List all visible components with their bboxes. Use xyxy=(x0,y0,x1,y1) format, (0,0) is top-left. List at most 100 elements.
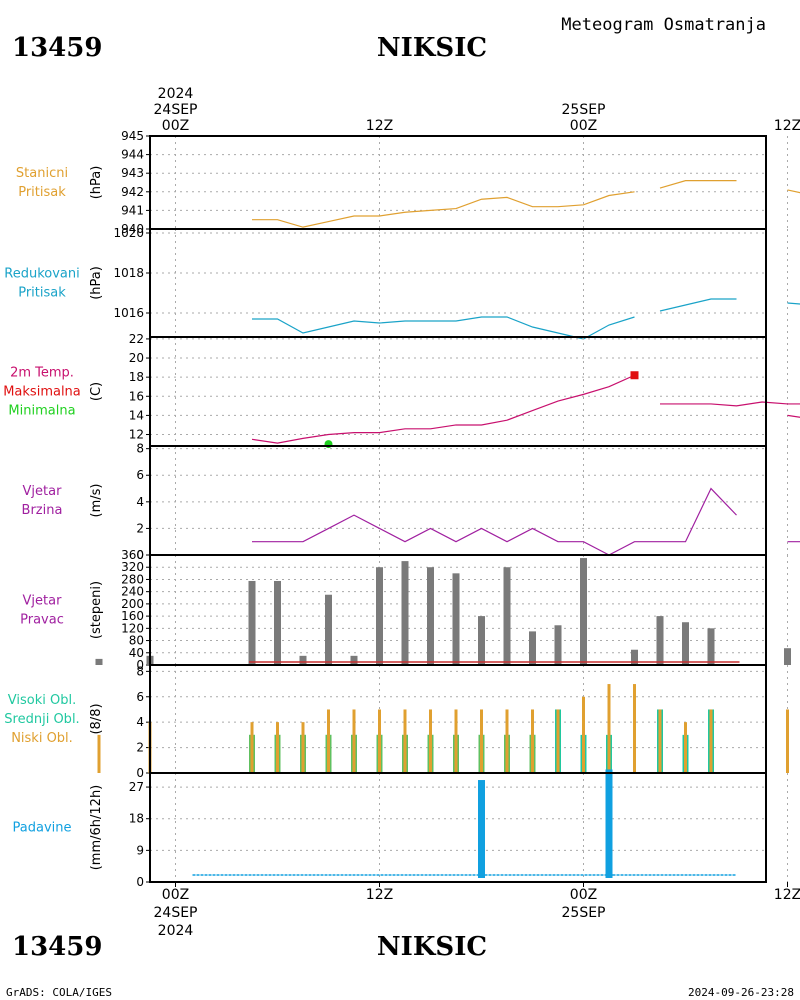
direction-bar xyxy=(274,580,281,665)
series-line xyxy=(252,487,737,556)
series-line xyxy=(787,541,800,543)
footer-credit: GrADS: COLA/IGES xyxy=(6,986,112,999)
y-tick-label: 280 xyxy=(121,572,144,586)
direction-bar xyxy=(631,649,638,665)
unit-label: (mm/6h/12h) xyxy=(89,785,104,871)
y-tick-label: 0 xyxy=(136,766,144,780)
panel-frame xyxy=(149,772,767,883)
panel-clouds: 0 2 4 6 8 Visoki Obl. Srednji Obl. Niski Obl. (8… xyxy=(4,664,789,780)
panel-precipitation: 0 9 18 27 Padavine (mm/6h/12h) xyxy=(13,769,788,889)
date-label-top: 25SEP xyxy=(562,102,606,118)
direction-bar xyxy=(325,594,332,665)
direction-bar xyxy=(95,658,103,665)
y-tick-label: 2 xyxy=(136,521,144,535)
panel-temperature: 12 14 16 18 20 22 2m Temp. Maksimalna Minimalna (… xyxy=(3,332,800,449)
panel-label: Vjetar xyxy=(23,594,63,609)
cloud-low-bar xyxy=(531,709,534,773)
y-tick-label: 945 xyxy=(121,129,144,143)
cloud-low-bar xyxy=(250,722,254,773)
cloud-low-bar xyxy=(786,709,789,773)
unit-label: (m/s) xyxy=(89,484,104,518)
time-tick-bottom: 12Z xyxy=(366,887,393,903)
cloud-low-bar xyxy=(658,709,662,773)
direction-bar xyxy=(248,580,256,665)
year-label-bottom: 2024 xyxy=(158,923,194,939)
precip-bar xyxy=(478,780,485,878)
y-tick-label: 1018 xyxy=(113,266,144,280)
station-id-top: 13459 xyxy=(12,33,102,63)
y-tick-label: 941 xyxy=(121,203,144,217)
panel-frame xyxy=(149,135,767,230)
y-tick-label: 16 xyxy=(129,389,144,403)
time-tick-top: 00Z xyxy=(162,118,189,134)
cloud-low-bar xyxy=(556,709,560,773)
panel-frame xyxy=(149,336,767,447)
cloud-low-bar xyxy=(480,709,483,773)
y-tick-label: 0 xyxy=(136,875,144,889)
cloud-low-bar xyxy=(276,722,279,773)
unit-label: (stepeni) xyxy=(89,581,104,639)
direction-bar xyxy=(376,567,383,665)
direction-bar xyxy=(554,625,562,665)
footer-timestamp: 2024-09-26-23:28 xyxy=(688,986,794,999)
station-name-top: NIKSIC xyxy=(377,33,487,63)
y-tick-label: 1020 xyxy=(113,226,144,240)
series-line xyxy=(659,180,737,189)
series-line xyxy=(252,191,635,228)
time-axis: 00Z00Z12Z12Z00Z00Z12Z12Z00Z00Z12Z12Z24SE… xyxy=(154,86,800,939)
series-line xyxy=(787,189,800,194)
direction-bar xyxy=(401,561,409,665)
y-tick-label: 18 xyxy=(129,812,144,826)
cloud-low-bar xyxy=(403,709,407,773)
y-tick-label: 18 xyxy=(129,370,144,384)
direction-bar xyxy=(452,573,460,665)
panel-label: Stanicni xyxy=(16,166,68,181)
unit-label: (hPa) xyxy=(89,166,104,200)
cloud-low-bar xyxy=(709,709,713,773)
direction-bar xyxy=(503,567,511,665)
panel-label: Vjetar xyxy=(23,484,63,499)
y-tick-label: 4 xyxy=(136,495,144,509)
direction-bar xyxy=(478,616,485,665)
cloud-low-bar xyxy=(684,722,687,773)
cloud-low-bar xyxy=(454,709,458,773)
y-tick-label: 6 xyxy=(136,468,144,482)
y-tick-label: 80 xyxy=(129,634,144,648)
panel-label: Brzina xyxy=(22,503,63,518)
panel-label: Redukovani xyxy=(4,267,79,282)
y-tick-label: 9 xyxy=(136,843,144,857)
y-tick-label: 22 xyxy=(129,332,144,346)
panel-wind_speed: 0 2 4 6 8 Vjetar Brzina (m/s) xyxy=(22,442,800,562)
panel-label: Niski Obl. xyxy=(11,731,73,746)
y-tick-label: 120 xyxy=(121,621,144,635)
y-tick-label: 8 xyxy=(136,664,144,678)
y-tick-label: 944 xyxy=(121,148,144,162)
time-tick-top: 12Z xyxy=(774,118,800,134)
direction-bar xyxy=(682,622,689,665)
time-tick-bottom: 12Z xyxy=(774,887,800,903)
y-tick-label: 160 xyxy=(121,609,144,623)
panel-label: Maksimalna xyxy=(3,385,81,400)
panel-label: Minimalna xyxy=(8,404,75,419)
y-tick-label: 6 xyxy=(136,690,144,704)
cloud-low-bar xyxy=(301,722,305,773)
cloud-low-bar xyxy=(97,734,101,773)
time-tick-bottom: 00Z xyxy=(570,887,597,903)
panel-label: Pravac xyxy=(20,613,64,628)
y-tick-label: 8 xyxy=(136,442,144,456)
direction-bar xyxy=(784,648,791,665)
y-tick-label: 200 xyxy=(121,597,144,611)
direction-bar xyxy=(656,616,664,665)
panel-label: 2m Temp. xyxy=(10,366,74,381)
y-tick-label: 0 xyxy=(136,548,144,562)
station-id-bottom: 13459 xyxy=(12,932,102,962)
time-tick-top: 00Z xyxy=(570,118,597,134)
station-name-bottom: NIKSIC xyxy=(377,932,487,962)
direction-bar xyxy=(350,655,358,665)
y-tick-label: 20 xyxy=(129,351,144,365)
unit-label: (C) xyxy=(89,382,104,401)
y-tick-label: 240 xyxy=(121,585,144,599)
y-tick-label: 360 xyxy=(121,548,144,562)
